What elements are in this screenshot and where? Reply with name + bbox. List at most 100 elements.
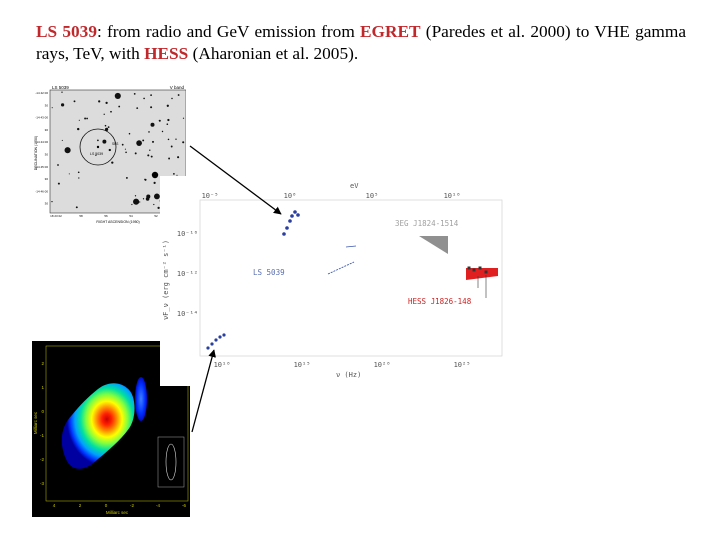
star bbox=[125, 151, 127, 154]
star bbox=[143, 97, 145, 100]
star bbox=[104, 124, 107, 127]
sed-y-tick: 10⁻¹² bbox=[177, 270, 198, 278]
radio-xlabel: Milliarc sec bbox=[106, 510, 129, 515]
star bbox=[139, 201, 141, 203]
ls5039-star bbox=[96, 145, 100, 149]
source-circle bbox=[79, 128, 117, 166]
star bbox=[121, 143, 124, 146]
radio-jet-contours bbox=[61, 383, 135, 469]
star bbox=[102, 139, 107, 144]
optical-title-right: V band bbox=[170, 85, 185, 90]
star bbox=[68, 173, 70, 175]
optical-x-tick: 58 bbox=[79, 214, 83, 218]
star bbox=[84, 117, 87, 120]
star bbox=[147, 196, 150, 199]
sed-y-tick: 10⁻¹⁴ bbox=[177, 310, 198, 318]
star bbox=[97, 139, 99, 142]
star bbox=[166, 123, 169, 125]
star bbox=[153, 193, 160, 200]
optical-x-tick: 52 bbox=[154, 214, 158, 218]
radio-ylabel: Milliarc sec bbox=[33, 411, 38, 434]
ir-point bbox=[282, 232, 286, 236]
star bbox=[177, 156, 180, 159]
star bbox=[147, 154, 150, 157]
star bbox=[111, 161, 114, 164]
optical-xlabel: RIGHT ASCENSION (1950) bbox=[96, 220, 139, 224]
star bbox=[131, 203, 133, 206]
egret-label: 3EG J1824-1514 bbox=[395, 219, 459, 228]
optical-title-left: LS 5039 bbox=[52, 85, 69, 90]
star bbox=[61, 91, 63, 93]
sed-xlabel: ν (Hz) bbox=[336, 371, 361, 379]
optical-y-tick: -14 43 00 bbox=[35, 116, 48, 120]
radio-x-tick: -6 bbox=[182, 503, 186, 508]
optical-x-tick: 18 23 02 bbox=[50, 214, 62, 218]
ir-point bbox=[285, 226, 289, 230]
star bbox=[144, 178, 146, 180]
sed-y-tick: 10⁻¹⁰ bbox=[177, 230, 198, 238]
star bbox=[173, 173, 175, 175]
ir-point bbox=[290, 214, 294, 218]
radio-y-tick: 0 bbox=[41, 409, 44, 414]
star bbox=[104, 127, 109, 132]
star bbox=[167, 118, 170, 122]
sed-top-tick: 10¹⁰ bbox=[444, 192, 461, 200]
sed-x-tick: 10¹⁰ bbox=[214, 361, 231, 369]
hess-point bbox=[472, 268, 476, 272]
star bbox=[134, 195, 137, 197]
instrument-hess: HESS bbox=[144, 44, 189, 63]
hess-point bbox=[484, 270, 488, 274]
bright-star bbox=[151, 171, 159, 179]
source-name: LS 5039 bbox=[36, 22, 97, 41]
star bbox=[133, 198, 140, 205]
radio-point bbox=[206, 346, 210, 350]
sed-x-tick: 10²⁵ bbox=[454, 361, 471, 369]
sed-x-ticks: 10¹⁰ 10¹⁵ 10²⁰ 10²⁵ bbox=[214, 361, 471, 369]
star bbox=[136, 107, 139, 109]
xray-spectrum bbox=[345, 245, 357, 248]
star bbox=[175, 138, 177, 140]
radio-y-tick: 2 bbox=[41, 361, 44, 366]
star bbox=[171, 97, 173, 100]
star bbox=[95, 154, 97, 156]
title-text-2: (Paredes et al. 2000) to VHE gamma rays,… bbox=[36, 22, 686, 63]
star bbox=[158, 119, 160, 122]
star bbox=[151, 140, 155, 143]
optical-y-tick: 30 bbox=[45, 128, 49, 132]
star bbox=[57, 164, 59, 166]
star bbox=[128, 132, 131, 135]
optical-ylabel: DECLINATION (1950) bbox=[34, 136, 38, 170]
optical-y-tick: 30 bbox=[45, 153, 49, 157]
star bbox=[114, 92, 121, 99]
star bbox=[161, 130, 164, 133]
ir-point bbox=[296, 213, 300, 217]
star bbox=[51, 200, 53, 203]
radio-x-tick: -4 bbox=[156, 503, 160, 508]
star bbox=[177, 94, 180, 96]
egret-butterfly bbox=[419, 236, 448, 254]
radio-y-tick: -2 bbox=[40, 457, 44, 462]
radio-x-tick: 0 bbox=[105, 503, 108, 508]
star bbox=[166, 104, 169, 107]
radio-x-tick: -2 bbox=[130, 503, 134, 508]
radio-x-ticks: 4 2 0 -2 -4 -6 bbox=[53, 503, 187, 508]
sed-x-tick: 10²⁰ bbox=[374, 361, 391, 369]
beam-box bbox=[157, 436, 185, 488]
star bbox=[60, 103, 65, 107]
star bbox=[57, 182, 60, 185]
radio-y-tick: -3 bbox=[40, 481, 44, 486]
ir-point bbox=[293, 210, 297, 214]
optical-y-ticks: -14 42 00 30 -14 43 00 30 -14 44 00 30 -14 45 … bbox=[35, 91, 48, 206]
hess-label: HESS J1826-148 bbox=[408, 297, 472, 306]
optical-x-tick: 54 bbox=[129, 214, 133, 218]
star bbox=[125, 176, 128, 179]
star bbox=[86, 117, 88, 120]
sed-y-ticks: 10⁻¹⁰ 10⁻¹² 10⁻¹⁴ bbox=[177, 230, 198, 318]
star bbox=[110, 110, 112, 113]
sed-top-tick: 10⁵ bbox=[366, 192, 379, 200]
optical-star-label: SBS bbox=[112, 142, 118, 146]
optical-y-tick: -14 42 00 bbox=[35, 91, 48, 95]
star bbox=[124, 148, 126, 150]
star bbox=[107, 126, 110, 128]
optical-y-tick: 30 bbox=[45, 103, 49, 107]
